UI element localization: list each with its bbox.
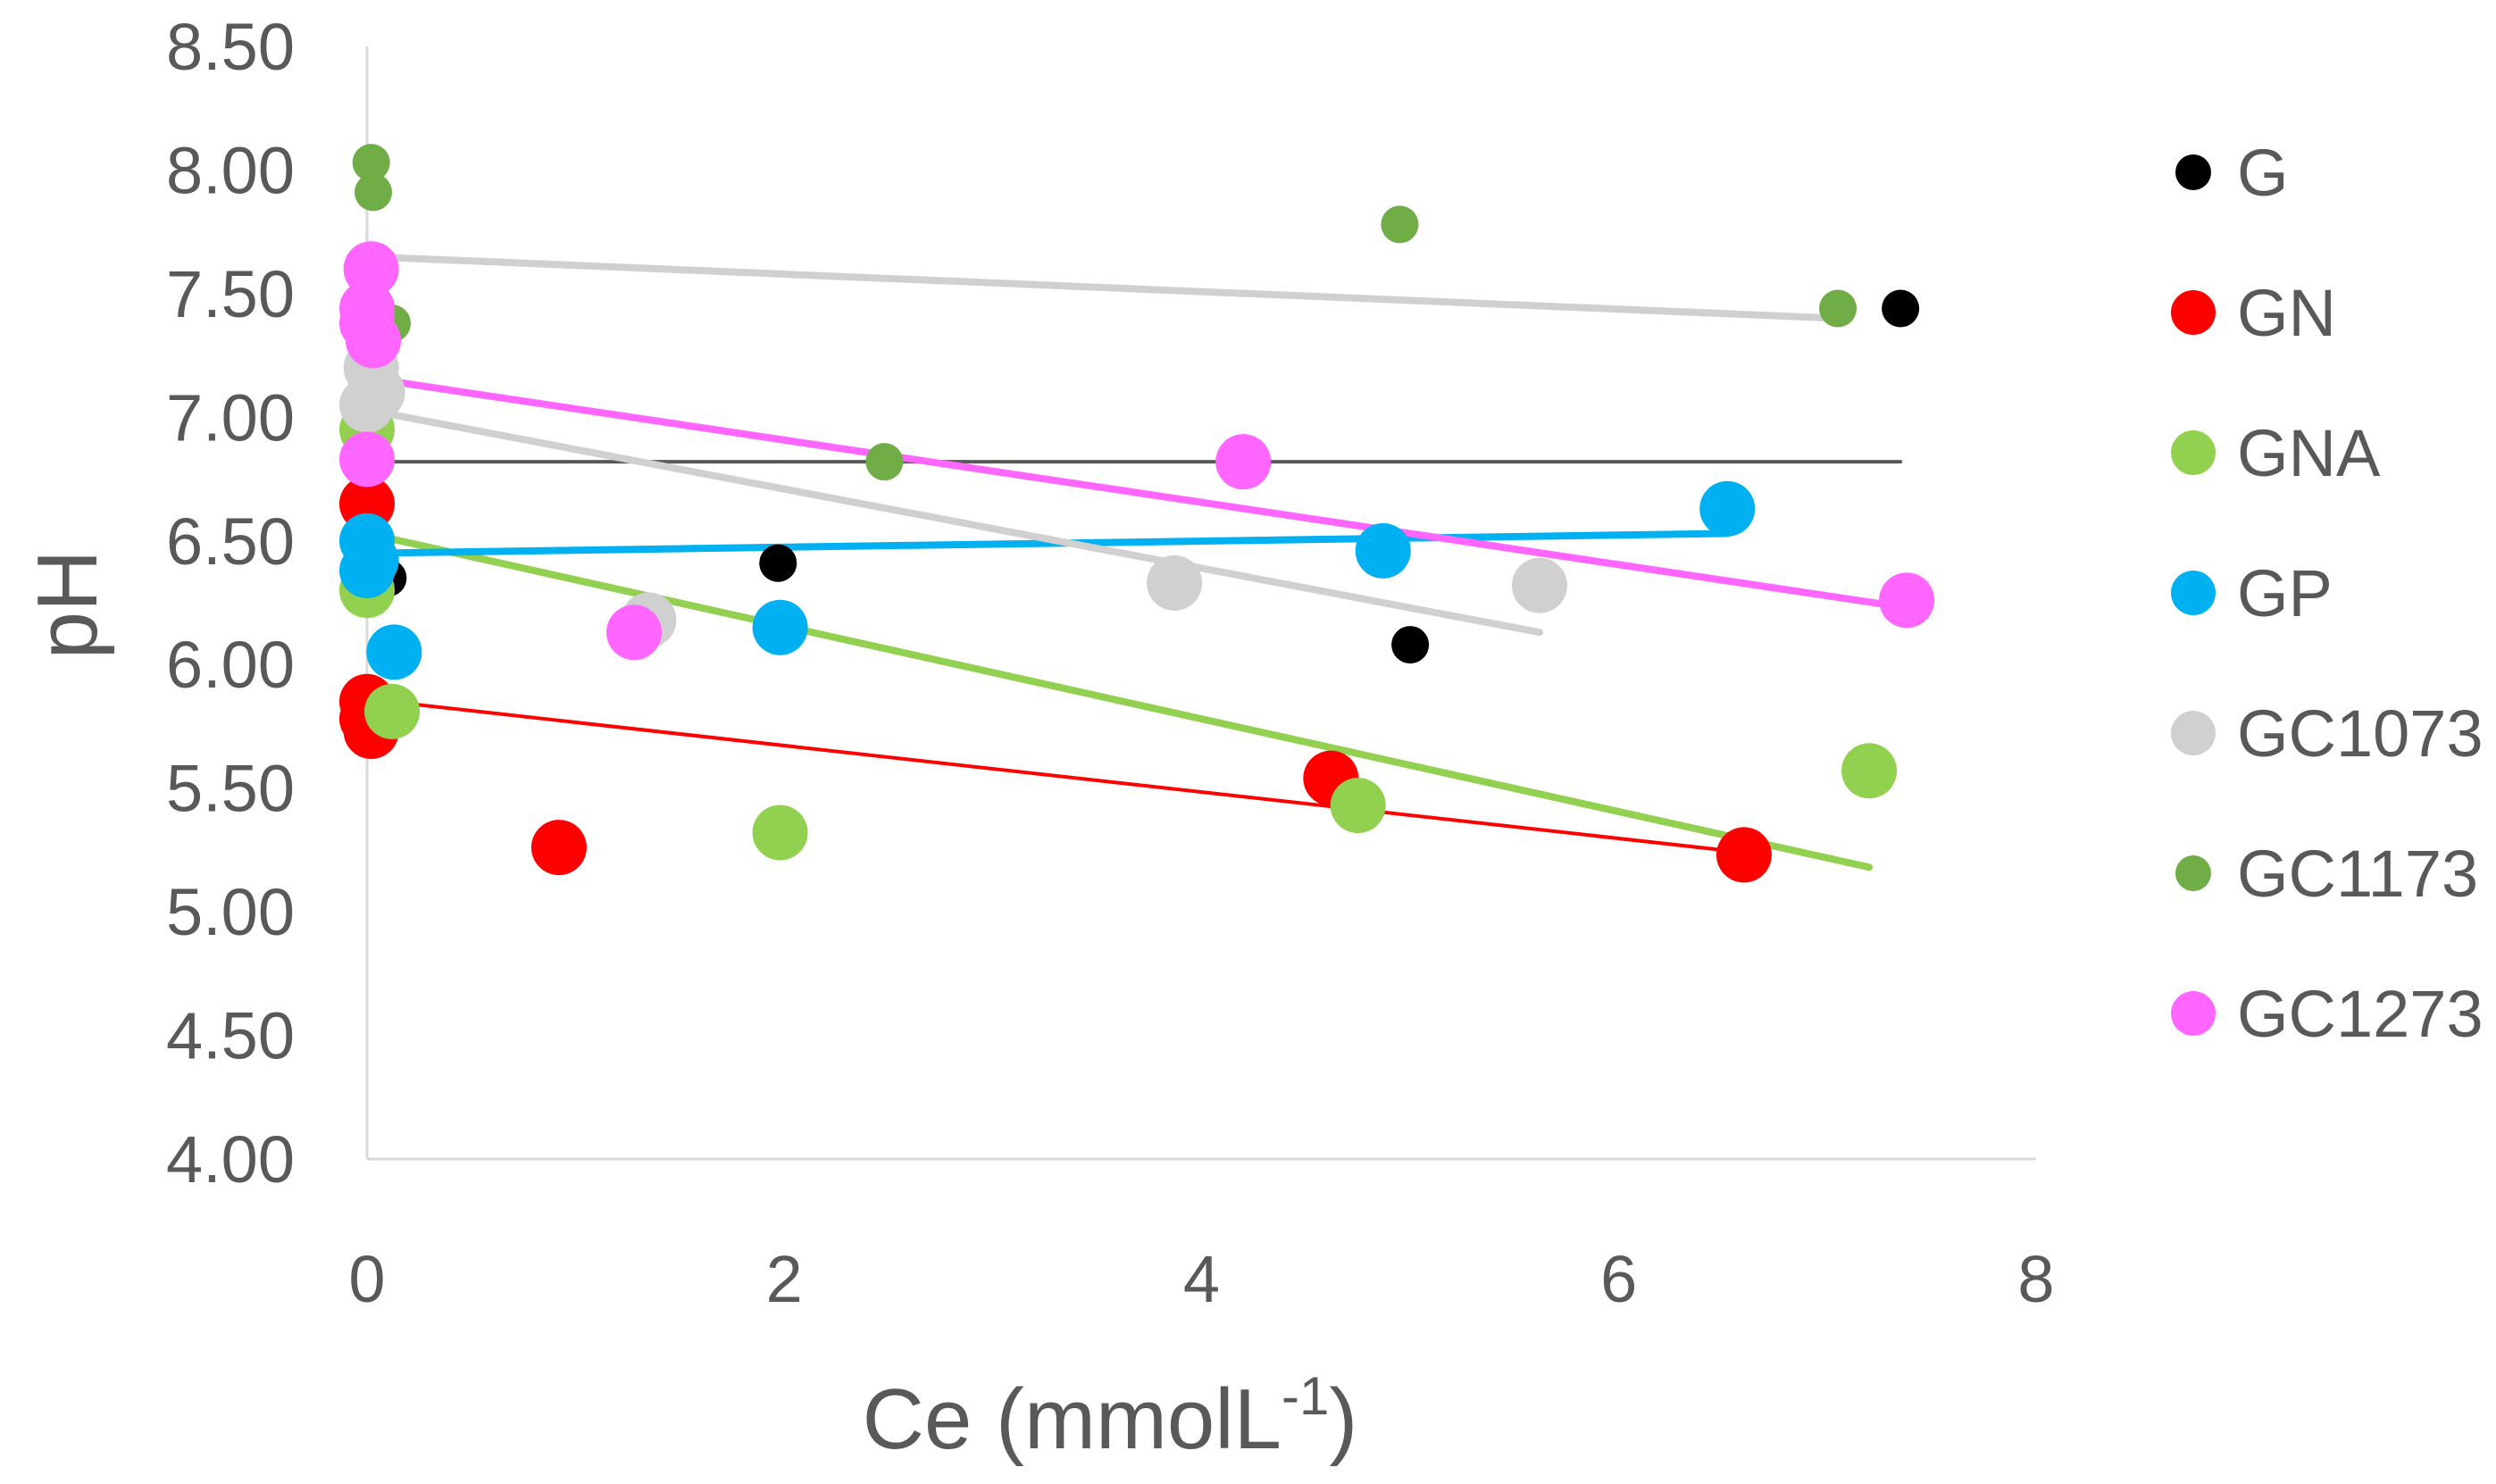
x-axis-title: Ce (mmolL-1) — [863, 1366, 1358, 1467]
y-tick-label: 6.00 — [166, 628, 295, 702]
legend-label: GC1073 — [2237, 696, 2483, 771]
x-tick-label: 0 — [348, 1242, 385, 1316]
data-point-gc1273 — [1879, 572, 1935, 629]
x-axis-title-main: Ce (mmolL — [863, 1371, 1281, 1467]
y-tick-label: 8.50 — [166, 10, 295, 84]
data-point-gc1273 — [346, 313, 402, 369]
data-point-gp — [1699, 480, 1756, 537]
trendline-gp — [363, 529, 1732, 557]
data-point-gna — [1330, 778, 1386, 834]
data-point-g — [1882, 289, 1920, 328]
y-tick-label: 7.50 — [166, 257, 295, 331]
legend-marker-gc1073 — [2171, 711, 2216, 755]
data-point-gp — [339, 543, 395, 599]
y-tick-label: 7.00 — [166, 380, 295, 454]
trendline-gn — [365, 696, 1746, 855]
data-point-gc1173 — [352, 144, 390, 182]
legend-marker-gna — [2171, 430, 2216, 475]
data-point-gp — [1355, 522, 1411, 579]
trendline-gc1273 — [363, 374, 1911, 612]
y-tick-label: 8.00 — [166, 133, 295, 207]
plot-axes — [365, 46, 2036, 1161]
data-point-gna — [752, 805, 808, 861]
y-tick-label: 5.00 — [166, 875, 295, 949]
data-point-g — [1391, 626, 1430, 664]
x-tick-label: 8 — [2017, 1242, 2054, 1316]
data-point-gc1173 — [355, 173, 393, 212]
trendlines — [363, 253, 1911, 871]
legend-item-g: G — [2175, 136, 2289, 210]
x-tick-label: 2 — [766, 1242, 803, 1316]
legend-label: GC1273 — [2237, 977, 2483, 1051]
legend-item-gc1173: GC1173 — [2175, 837, 2478, 911]
legend-item-gna: GNA — [2171, 416, 2381, 490]
data-point-gp — [366, 624, 422, 680]
data-point-gna — [1841, 743, 1898, 799]
data-point-gc1173 — [1819, 289, 1857, 328]
trendline-gc1073 — [363, 406, 1543, 637]
legend-item-gc1073: GC1073 — [2171, 696, 2483, 771]
data-point-gn — [1715, 827, 1772, 883]
data-point-gn — [530, 820, 587, 876]
x-tick-labels: 0 2 4 6 8 — [348, 1242, 2054, 1316]
x-axis-title-superscript: -1 — [1281, 1366, 1329, 1426]
data-point-gc1073 — [1147, 554, 1203, 611]
data-point-gc1173 — [865, 443, 904, 481]
data-point-g — [759, 544, 797, 582]
legend-label: GNA — [2237, 416, 2381, 490]
y-tick-label: 5.50 — [166, 752, 295, 826]
trendline-gna — [363, 529, 1874, 871]
legend-label: G — [2237, 136, 2289, 210]
x-tick-label: 4 — [1183, 1242, 1220, 1316]
data-point-gp — [752, 599, 808, 655]
data-points — [339, 144, 1935, 883]
legend-marker-gp — [2171, 571, 2216, 615]
legend-item-gc1273: GC1273 — [2171, 977, 2483, 1051]
legend-marker-gn — [2171, 290, 2216, 335]
data-point-gc1273 — [339, 431, 395, 488]
data-point-gc1073 — [339, 377, 395, 433]
y-tick-label: 4.00 — [166, 1122, 295, 1196]
legend: G GN GNA GP GC1073 GC1173 GC1273 — [2171, 136, 2483, 1051]
legend-marker-g — [2175, 154, 2211, 190]
legend-item-gp: GP — [2171, 556, 2333, 630]
legend-item-gn: GN — [2171, 276, 2336, 350]
legend-label: GN — [2237, 276, 2336, 350]
legend-label: GP — [2237, 556, 2333, 630]
y-tick-label: 6.50 — [166, 504, 295, 579]
legend-marker-gc1273 — [2171, 991, 2216, 1036]
legend-marker-gc1173 — [2175, 855, 2211, 891]
x-tick-label: 6 — [1600, 1242, 1637, 1316]
y-axis-title: pH — [20, 550, 115, 660]
data-point-gc1173 — [1381, 205, 1419, 244]
data-point-gna — [364, 683, 421, 739]
data-point-gc1273 — [1215, 434, 1272, 490]
x-axis-title-close: ) — [1329, 1371, 1357, 1467]
data-point-gc1273 — [606, 604, 663, 661]
y-tick-label: 4.50 — [166, 999, 295, 1073]
trendline-gc1073 — [363, 253, 1842, 322]
y-tick-labels: 4.00 4.50 5.00 5.50 6.00 6.50 7.00 7.50 8.00 8.50 — [166, 10, 295, 1196]
legend-label: GC1173 — [2237, 837, 2478, 911]
data-point-gc1073 — [1511, 557, 1567, 613]
